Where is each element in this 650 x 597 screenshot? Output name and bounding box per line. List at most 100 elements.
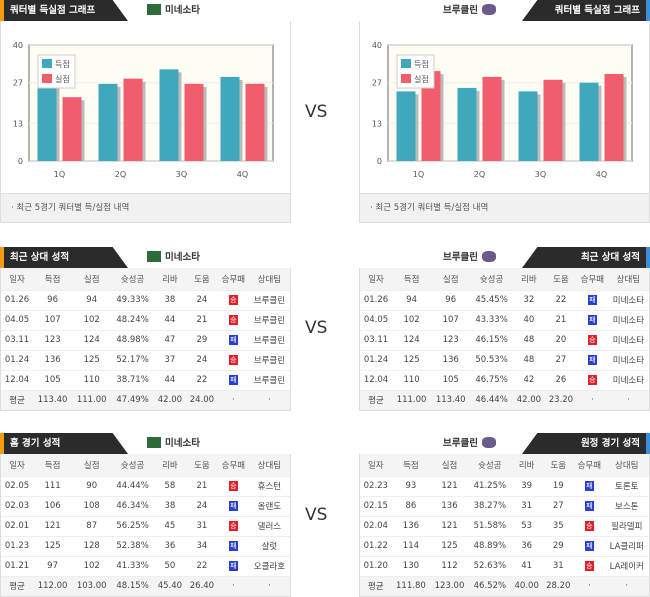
table-cell: 121 [430, 475, 469, 496]
table-cell: 121 [430, 515, 469, 536]
column-header: 승무패 [574, 454, 605, 476]
loss-badge: 패 [584, 481, 594, 491]
table-cell: 41 [510, 555, 543, 576]
column-header: 득점 [33, 454, 73, 476]
table-cell: 114 [391, 535, 431, 556]
table-cell: 12.04 [360, 369, 393, 390]
table-row: 02.23 93 121 41.25% 39 19 패 토론토 [360, 475, 649, 496]
table-cell: 샬럿 [248, 535, 290, 556]
table-cell: 52.63% [468, 555, 511, 576]
table-cell: 38.27% [468, 495, 511, 516]
table-cell: 21 [185, 309, 218, 330]
x-tick-label: 1Q [413, 170, 424, 179]
table-cell: 42.00 [153, 389, 186, 410]
x-tick-label: 4Q [237, 170, 248, 179]
team-name: 브루클린 [443, 0, 500, 21]
legend-label: 실점 [414, 74, 429, 84]
table-cell: 브루클린 [248, 329, 290, 350]
bar-lost [123, 78, 143, 161]
x-tick-label: 3Q [535, 170, 546, 179]
table-cell: 댈러스 [248, 515, 290, 536]
stats-table: 일자 득점 실점 슛성공 리바 도움 승무패 상대팀 02.05 111 90 44.44% 58 21 승… [1, 454, 290, 596]
table-cell: 02.23 [360, 475, 392, 496]
table-cell: 01.24 [360, 349, 393, 370]
minnesota-logo-icon [147, 251, 161, 262]
column-header: 승무패 [576, 268, 608, 290]
win-badge: 승 [228, 481, 238, 491]
bar-score [518, 91, 538, 161]
table-cell: 24 [185, 495, 218, 516]
table-row: 01.21 97 102 41.33% 50 22 패 오클라호 [1, 555, 290, 576]
table-cell: · [217, 575, 249, 596]
table-cell: 125 [33, 535, 73, 556]
table-cell: 브루클린 [248, 309, 290, 330]
win-badge: 승 [584, 521, 594, 531]
win-badge: 승 [584, 561, 594, 571]
bar-score [457, 87, 477, 161]
stats-table: 일자 득점 실점 슛성공 리바 도움 승무패 상대팀 01.26 94 96 45.45% 32 22 패 미… [360, 268, 649, 410]
table-cell: 41.25% [468, 475, 511, 496]
column-header: 상대팀 [248, 454, 290, 476]
table-cell: 102 [72, 555, 112, 576]
stats-table-panel: 홈 경기 성적 미네소타 일자 득점 실점 슛성공 리바 도움 승무패 상대팀 02.05 111… [0, 433, 291, 597]
column-header: 상대팀 [248, 268, 290, 290]
table-cell: 111 [33, 475, 73, 496]
bar-score [98, 83, 118, 161]
table-cell: 28.20 [542, 575, 575, 596]
column-header: 실점 [431, 268, 471, 290]
win-badge: 승 [228, 295, 238, 305]
bar-score [159, 69, 179, 161]
table-cell: 32 [512, 289, 545, 310]
column-header: 승무패 [217, 454, 249, 476]
table-cell: 03.11 [360, 329, 393, 350]
column-header: 도움 [185, 268, 218, 290]
table-cell: 29 [185, 329, 218, 350]
section-title: 최근 상대 성적 [522, 247, 650, 268]
chart-footnote: · 최근 5경기 쿼터별 득/실점 내역 [1, 193, 290, 222]
table-row: 02.01 121 87 56.25% 45 31 승 댈러스 [1, 515, 290, 536]
table-cell: 136 [431, 349, 471, 370]
table-cell: 평균 [360, 389, 393, 410]
table-row: 01.26 94 96 45.45% 32 22 패 미네소타 [360, 289, 649, 310]
table-cell: 125 [392, 349, 432, 370]
table-row: 02.15 86 136 38.27% 31 27 패 보스톤 [360, 495, 649, 516]
y-tick-label: 27 [13, 79, 23, 88]
table-cell: 휴스턴 [248, 475, 290, 496]
stats-table-panel: 최근 상대 성적 브루클린 일자 득점 실점 슛성공 리바 도움 승무패 상대팀 01.26 94… [359, 247, 650, 411]
table-cell: 48 [512, 329, 545, 350]
table-cell: 미네소타 [607, 309, 649, 330]
table-cell: 51.58% [468, 515, 511, 536]
table-cell: 23.20 [544, 389, 577, 410]
table-cell: 04.05 [360, 309, 393, 330]
table-cell: LA클리퍼 [604, 535, 649, 556]
table-cell: 02.03 [1, 495, 34, 516]
bar-score [579, 82, 599, 161]
table-cell: 47 [153, 329, 186, 350]
section-title: 홈 경기 성적 [0, 433, 128, 454]
table-cell: 111.00 [392, 389, 432, 410]
column-header: 일자 [1, 268, 34, 290]
table-cell: 49.33% [111, 289, 154, 310]
table-cell: 46.15% [470, 329, 513, 350]
table-cell: 111.00 [72, 389, 112, 410]
table-cell: 97 [33, 555, 73, 576]
table-cell: 평균 [360, 575, 392, 596]
table-cell: 02.01 [1, 515, 34, 536]
table-cell: 105 [431, 369, 471, 390]
table-cell: 04.05 [1, 309, 34, 330]
table-cell: 19 [542, 475, 575, 496]
table-cell: 27 [542, 495, 575, 516]
table-cell: 필라델피 [604, 515, 649, 536]
legend-label: 실점 [55, 74, 70, 84]
win-badge: 승 [228, 521, 238, 531]
section-title: 최근 상대 성적 [0, 247, 128, 268]
table-cell: 올랜도 [248, 495, 290, 516]
table-cell: 24 [185, 349, 218, 370]
win-badge: 승 [228, 355, 238, 365]
column-header: 도움 [544, 268, 577, 290]
stats-table: 일자 득점 실점 슛성공 리바 도움 승무패 상대팀 02.23 93 121 41.25% 39 19 패… [360, 454, 649, 596]
loss-badge: 패 [228, 561, 238, 571]
table-cell: 01.20 [360, 555, 392, 576]
table-cell: 21 [544, 309, 577, 330]
vs-label: VS [305, 505, 328, 525]
